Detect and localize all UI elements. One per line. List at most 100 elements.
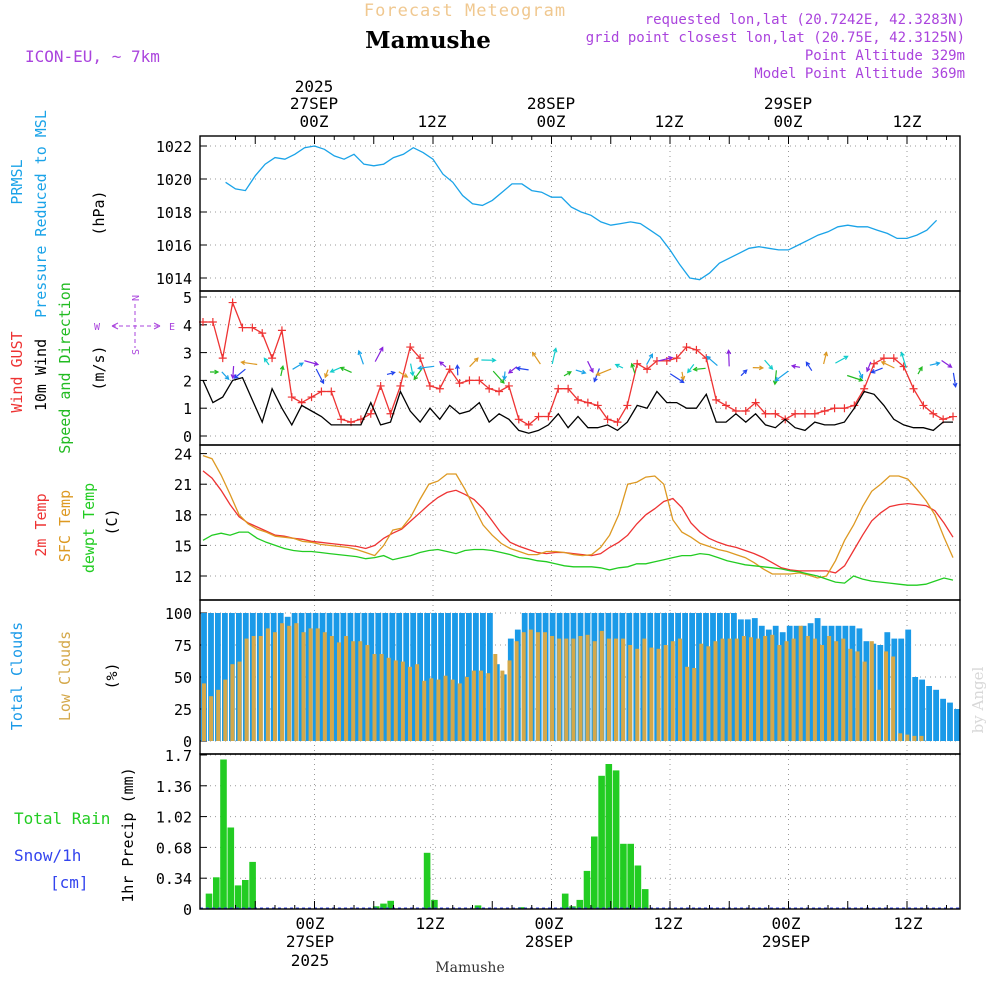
rain-bar: [620, 843, 627, 909]
rain-bar: [612, 770, 620, 909]
y-tick-label: 1.02: [156, 809, 192, 827]
pressure-label-2: Pressure Reduced to MSL: [32, 110, 50, 318]
low-cloud-bar: [550, 636, 555, 741]
wind-direction-arrow: [304, 360, 320, 366]
wind-direction-arrow: [240, 360, 258, 366]
low-cloud-bar: [436, 679, 441, 741]
wind-direction-arrow: [409, 363, 415, 377]
bottom-time-label-6: 12Z: [894, 914, 923, 933]
rain-bar: [627, 843, 634, 909]
low-cloud-bar: [450, 679, 455, 741]
rain-bar: [242, 880, 249, 909]
low-cloud-bar: [905, 734, 910, 741]
rain-bar: [634, 865, 642, 909]
wind-direction-arrow: [823, 351, 829, 365]
plot-area: 1014101610181020102201234512151821240255…: [156, 135, 961, 919]
wind-direction-arrow: [221, 371, 230, 381]
y-tick-label: 25: [174, 701, 192, 719]
low-cloud-bar: [841, 638, 846, 741]
panel-3: 12 15 18 21 24: [174, 445, 960, 600]
gust-point: [248, 323, 257, 332]
precip-unit: 1hr Precip (mm): [119, 767, 137, 902]
low-cloud-bar: [287, 625, 292, 741]
low-cloud-bar: [663, 645, 668, 741]
gust-point: [554, 384, 563, 393]
low-cloud-bar: [564, 638, 569, 741]
wind-direction-arrow: [687, 364, 695, 374]
gust-point: [870, 359, 879, 368]
wind-direction-arrow: [357, 349, 364, 365]
low-cloud-bar: [720, 638, 725, 741]
low-cloud-bar: [486, 673, 491, 741]
low-cloud-bar: [386, 657, 391, 741]
compass-e: E: [169, 322, 175, 333]
sfc-temp-label: SFC Temp: [56, 490, 74, 562]
low-cloud-bar: [678, 638, 682, 741]
panel-1: 1014 1016 1018 1020 1022: [156, 136, 960, 291]
model-name: ICON-EU, ~ 7km: [25, 47, 160, 66]
gust-point: [327, 387, 336, 396]
gust-point: [435, 384, 444, 393]
low-cloud-bar: [649, 647, 654, 741]
top-date-label-1: 27SEP: [290, 94, 338, 113]
gust-point: [919, 401, 928, 410]
low-cloud-bar: [699, 643, 704, 741]
banner-title: Forecast Meteogram: [364, 1, 566, 21]
wind-direction-arrow: [880, 361, 895, 369]
total-cloud-bar: [382, 613, 389, 741]
rain-bar: [518, 907, 525, 909]
gust-point: [909, 384, 918, 393]
total-cloud-bar: [793, 625, 800, 741]
gust-point: [465, 376, 474, 385]
low-cloud-bar: [223, 679, 228, 741]
bottom-date-label-1: 27SEP: [286, 932, 334, 951]
y-tick-label: 12: [174, 568, 192, 586]
total-clouds-label: Total Clouds: [8, 622, 26, 730]
low-cloud-bar: [734, 638, 739, 741]
low-cloud-bar: [685, 666, 690, 741]
bottom-date-label-3: 29SEP: [762, 932, 810, 951]
wind-direction-arrow: [315, 368, 325, 385]
panel-bg: [200, 136, 960, 291]
wind-direction-arrow: [469, 357, 479, 368]
wind-direction-arrow: [438, 361, 447, 368]
low-cloud-bar: [301, 632, 306, 741]
y-tick-label: 0.34: [156, 870, 192, 888]
total-cloud-bar: [807, 623, 814, 741]
low-cloud-bar: [791, 638, 796, 741]
wind-direction-arrow: [481, 357, 497, 363]
low-cloud-bar: [862, 661, 867, 741]
low-cloud-bar: [471, 670, 476, 741]
top-time-label-5: 00Z: [774, 112, 803, 131]
compass-arrowheads: [111, 322, 161, 330]
pressure-series-line: [225, 145, 938, 281]
bottom-time-label-3: 00Z: [535, 914, 564, 933]
gust-point: [287, 393, 296, 402]
gust-point: [672, 354, 681, 363]
wind-direction-arrow: [230, 366, 236, 380]
wind-direction-arrow: [507, 366, 518, 374]
y-tick-label: 24: [174, 446, 192, 464]
low-cloud-bar: [237, 661, 242, 741]
low-cloud-bar: [656, 648, 661, 741]
total-cloud-bar: [758, 625, 765, 741]
low-cloud-bar: [443, 675, 448, 741]
wind-direction-arrow: [740, 369, 748, 377]
low-cloud-bar: [770, 634, 775, 741]
y-tick-label: 50: [174, 669, 192, 687]
low-cloud-bar: [344, 636, 349, 741]
wind-direction-arrow: [279, 364, 285, 377]
gust-point: [425, 381, 434, 390]
gust-point: [208, 318, 217, 327]
low-cloud-bar: [692, 668, 697, 741]
wind-direction-arrow: [386, 370, 396, 376]
low-cloud-bar: [209, 696, 214, 741]
low-cloud-bar: [919, 735, 924, 741]
gust-point: [929, 409, 938, 418]
wind-direction-arrow: [531, 351, 541, 365]
rain-bar: [641, 889, 649, 909]
y-tick-label: 1016: [156, 237, 192, 255]
total-cloud-bar: [459, 613, 465, 741]
gust-point: [623, 401, 632, 410]
total-cloud-bar: [842, 625, 849, 741]
